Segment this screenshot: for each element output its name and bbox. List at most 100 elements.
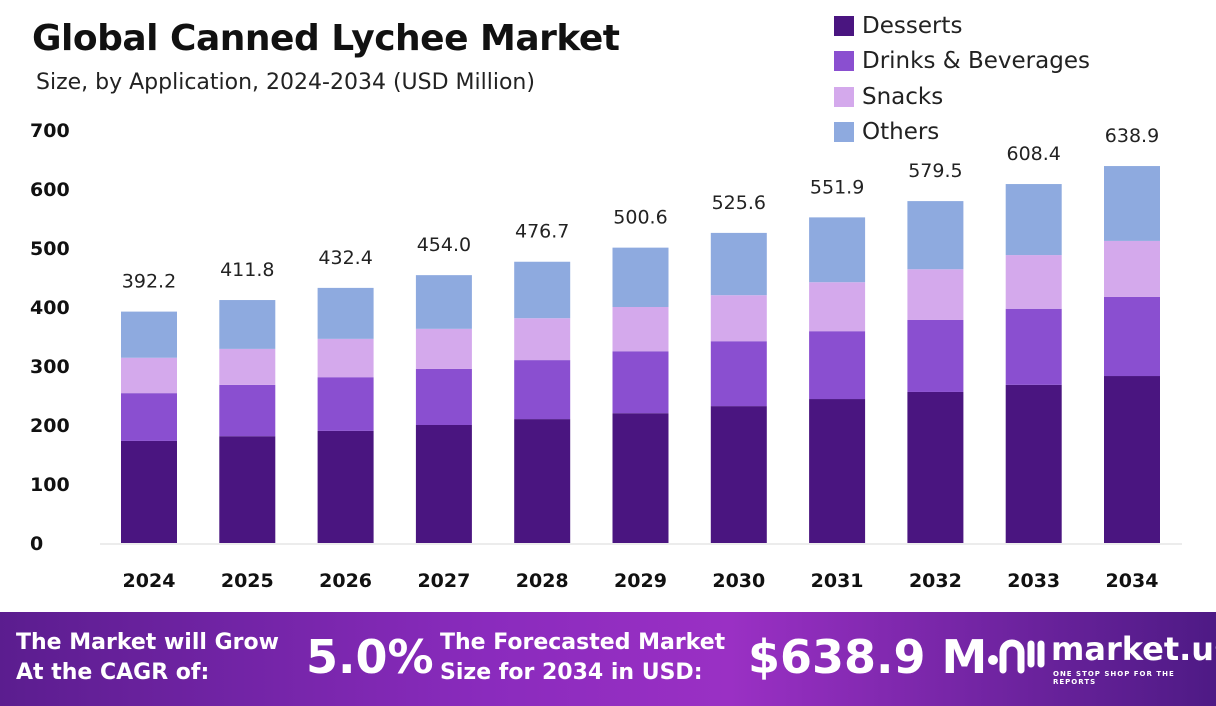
- legend-item: Others: [834, 115, 1090, 151]
- bar-segment-desserts: [121, 440, 177, 543]
- bar-segment-desserts: [612, 413, 669, 543]
- x-tick-label: 2029: [614, 570, 667, 592]
- bar-segment-others: [1005, 184, 1062, 256]
- y-tick-label: 0: [30, 533, 43, 555]
- y-tick-label: 100: [30, 474, 70, 496]
- bar-segment-desserts: [907, 391, 964, 543]
- legend-swatch: [834, 15, 854, 36]
- total-data-label: 579.5: [908, 160, 962, 182]
- x-tick-label: 2032: [909, 570, 962, 592]
- x-tick-label: 2030: [712, 570, 765, 592]
- x-tick-label: 2033: [1007, 570, 1060, 592]
- total-data-label: 454.0: [417, 234, 471, 256]
- y-tick-label: 500: [30, 238, 70, 260]
- legend-item: Desserts: [834, 8, 1090, 44]
- total-data-label: 638.9: [1105, 125, 1159, 147]
- x-tick-label: 2025: [221, 570, 274, 592]
- forecast-value: $638.9 M: [748, 630, 988, 684]
- x-tick-label: 2028: [516, 570, 569, 592]
- footer-banner: The Market will Grow At the CAGR of: 5.0…: [0, 612, 1216, 706]
- stacked-bar-chart: 0 100 200 300 400 500 600 700 392.2 2024 411.8 2025…: [30, 120, 1182, 592]
- legend-item: Snacks: [834, 79, 1090, 115]
- chart-title: Global Canned Lychee Market: [32, 18, 620, 59]
- total-data-label: 525.6: [712, 192, 766, 214]
- y-tick-label: 200: [30, 415, 70, 437]
- x-tick-label: 2027: [417, 570, 470, 592]
- bar-segment-desserts: [317, 430, 374, 543]
- bar-segment-snacks: [1104, 240, 1160, 297]
- market-us-logo: market.us ONE STOP SHOP FOR THE REPORTS: [985, 630, 1216, 690]
- y-tick-label: 600: [30, 179, 70, 201]
- legend-label: Snacks: [862, 83, 944, 110]
- x-tick-label: 2034: [1106, 570, 1159, 592]
- bar-segment-drinks-beverages: [612, 351, 669, 414]
- legend-swatch: [834, 86, 854, 107]
- legend-item: Drinks & Beverages: [834, 44, 1090, 80]
- legend-label: Desserts: [862, 12, 963, 39]
- bar-segment-drinks-beverages: [907, 319, 964, 392]
- logo-name: market.us: [1051, 630, 1216, 668]
- bar-segment-others: [219, 300, 276, 349]
- bar-segment-desserts: [710, 406, 767, 543]
- cagr-label-line1: The Market will Grow: [16, 630, 279, 655]
- logo-icon: [988, 639, 1045, 674]
- total-data-label: 411.8: [220, 259, 274, 281]
- bar-segment-others: [612, 247, 669, 307]
- bar-segment-others: [415, 275, 472, 329]
- bar-segment-snacks: [809, 282, 866, 332]
- bar-segment-snacks: [514, 318, 571, 361]
- total-data-label: 392.2: [122, 271, 176, 293]
- bar-segment-drinks-beverages: [1104, 296, 1160, 377]
- y-tick-label: 300: [30, 356, 70, 378]
- total-data-label: 500.6: [613, 207, 667, 229]
- legend-swatch: [834, 122, 854, 143]
- bar-segment-others: [121, 311, 177, 358]
- legend-swatch: [834, 51, 854, 72]
- cagr-label-line2: At the CAGR of:: [16, 660, 210, 685]
- bar-segment-desserts: [1104, 376, 1160, 543]
- bar-segment-drinks-beverages: [317, 377, 374, 431]
- y-tick-label: 400: [30, 297, 70, 319]
- bar-segment-others: [809, 217, 866, 283]
- bar-segment-others: [317, 287, 374, 339]
- bar-segment-desserts: [1005, 384, 1062, 543]
- cagr-value: 5.0%: [306, 630, 434, 684]
- bar-segment-snacks: [1005, 255, 1062, 309]
- bar-segment-snacks: [317, 338, 374, 378]
- bar-segment-others: [514, 261, 571, 319]
- forecast-label: The Forecasted Market Size for 2034 in U…: [440, 628, 725, 688]
- logo-tagline: ONE STOP SHOP FOR THE REPORTS: [1053, 670, 1175, 686]
- x-tick-label: 2024: [123, 570, 176, 592]
- bar-segment-drinks-beverages: [121, 393, 177, 441]
- bar-segment-drinks-beverages: [710, 341, 767, 407]
- bar-segment-drinks-beverages: [514, 360, 571, 420]
- bar-segment-drinks-beverages: [415, 368, 472, 425]
- legend-label: Drinks & Beverages: [862, 48, 1090, 75]
- bar-segment-desserts: [514, 419, 571, 543]
- legend: Desserts Drinks & Beverages Snacks Others: [834, 8, 1090, 150]
- bar-segment-desserts: [219, 436, 276, 543]
- bar-segment-snacks: [907, 269, 964, 320]
- y-tick-label: 700: [30, 120, 70, 142]
- total-data-label: 608.4: [1006, 143, 1060, 165]
- legend-label: Others: [862, 119, 940, 146]
- x-tick-label: 2026: [319, 570, 372, 592]
- bar-segment-snacks: [710, 295, 767, 342]
- bar-segment-others: [710, 232, 767, 296]
- forecast-label-line1: The Forecasted Market: [440, 630, 726, 655]
- total-data-label: 551.9: [810, 176, 864, 198]
- bar-segment-desserts: [415, 425, 472, 543]
- bar-segment-snacks: [415, 328, 472, 369]
- bar-segment-others: [1104, 166, 1160, 241]
- bar-segment-drinks-beverages: [1005, 308, 1062, 385]
- bar-segment-snacks: [121, 357, 177, 394]
- total-data-label: 476.7: [515, 221, 569, 243]
- bar-segment-snacks: [612, 307, 669, 352]
- bar-segment-snacks: [219, 348, 276, 385]
- bar-segment-others: [907, 201, 964, 270]
- forecast-label-line2: Size for 2034 in USD:: [440, 660, 703, 685]
- bar-segment-desserts: [809, 399, 866, 543]
- bar-segment-drinks-beverages: [219, 384, 276, 437]
- cagr-label: The Market will Grow At the CAGR of:: [16, 628, 279, 688]
- x-tick-label: 2031: [811, 570, 864, 592]
